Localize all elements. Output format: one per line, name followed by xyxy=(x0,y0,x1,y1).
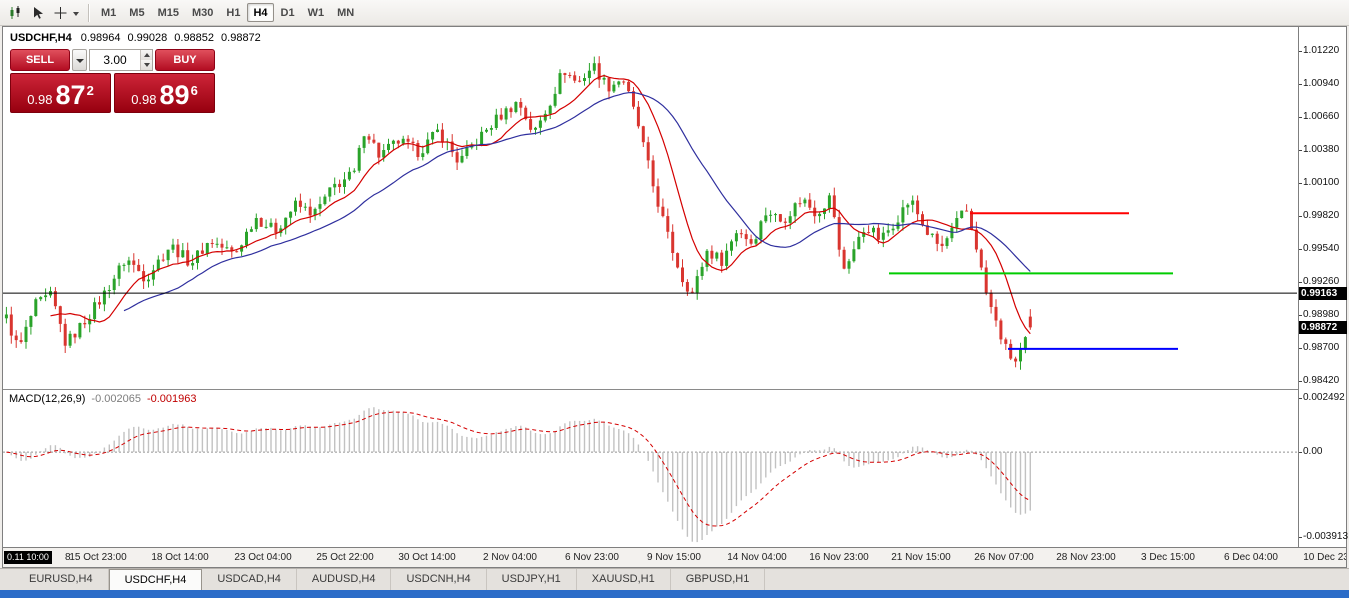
chart-tab-usdcad[interactable]: USDCAD,H4 xyxy=(202,569,297,590)
price-scale[interactable]: 1.01220 1.00940 1.00660 1.00380 1.00100 0.998… xyxy=(1298,27,1349,547)
volume-increase-button[interactable] xyxy=(141,50,152,60)
chart-tab-usdchf[interactable]: USDCHF,H4 xyxy=(108,569,203,590)
chart-tab-xauusd[interactable]: XAUUSD,H1 xyxy=(577,569,671,590)
sell-price-display[interactable]: 0.98 87 2 xyxy=(10,73,111,113)
price-tick-label: 0.99540 xyxy=(1298,243,1340,254)
timeframe-button-m5[interactable]: M5 xyxy=(129,7,145,19)
sell-price-prefix: 0.98 xyxy=(27,91,53,107)
time-axis-label: 21 Nov 15:00 xyxy=(891,552,951,563)
chart-symbol-label: USDCHF,H4 xyxy=(10,32,72,44)
chart-tab-audusd[interactable]: AUDUSD,H4 xyxy=(297,569,392,590)
crosshair-icon[interactable] xyxy=(49,3,71,23)
buy-price-display[interactable]: 0.98 89 6 xyxy=(114,73,215,113)
time-axis-label: 10 Dec 23:00 xyxy=(1303,552,1346,563)
time-axis-label: 16 Nov 23:00 xyxy=(809,552,869,563)
time-axis-label: 2 Nov 04:00 xyxy=(483,552,537,563)
ohlc-low: 0.98852 xyxy=(174,32,215,44)
arrow-cursor-icon[interactable] xyxy=(27,3,49,23)
macd-value: -0.002065 xyxy=(91,393,141,405)
ohlc-open: 0.98964 xyxy=(80,32,121,44)
timeframe-button-m15[interactable]: M15 xyxy=(157,7,179,19)
volume-stepper xyxy=(140,50,152,70)
bottom-strip xyxy=(0,590,1349,598)
macd-indicator-name: MACD(12,26,9) xyxy=(9,393,86,405)
chart-title: USDCHF,H4 0.98964 0.99028 0.98852 0.98872 xyxy=(10,32,268,44)
chart-origin-box: 0.11 10:00 xyxy=(4,551,52,564)
timeframe-button-h1[interactable]: H1 xyxy=(226,7,241,19)
time-axis-label: 23 Oct 04:00 xyxy=(234,552,292,563)
price-tick-label: 0.99820 xyxy=(1298,210,1340,221)
price-tick-label: 0.98420 xyxy=(1298,375,1340,386)
time-axis-label: 6 Dec 04:00 xyxy=(1224,552,1278,563)
crosshair-icon-svg xyxy=(54,6,66,19)
timeframe-button-group: M1 M5 M15 M30 H1 H4 D1 W1 MN xyxy=(95,3,361,22)
volume-field[interactable]: 3.00 xyxy=(89,49,153,71)
price-tick-label: 0.98980 xyxy=(1298,309,1340,320)
chart-tab-eurusd[interactable]: EURUSD,H4 xyxy=(14,569,109,590)
price-tick-label: 0.98700 xyxy=(1298,342,1340,353)
buy-price-big: 89 xyxy=(159,80,190,111)
bid-price-box: 0.98872 xyxy=(1299,321,1347,334)
time-axis-label: 28 Nov 23:00 xyxy=(1056,552,1116,563)
macd-tick-label: -0.003913 xyxy=(1298,531,1349,542)
price-tick-label: 1.00660 xyxy=(1298,111,1340,122)
macd-label: MACD(12,26,9) -0.002065 -0.001963 xyxy=(9,393,197,405)
candlestick-chart-icon[interactable] xyxy=(5,3,27,23)
arrow-cursor-icon-svg xyxy=(33,6,43,19)
price-tick-label: 1.00380 xyxy=(1298,144,1340,155)
time-axis-label: 14 Nov 04:00 xyxy=(727,552,787,563)
buy-price-prefix: 0.98 xyxy=(131,91,157,107)
sell-button[interactable]: SELL xyxy=(10,49,70,71)
time-axis-label: 3 Dec 15:00 xyxy=(1141,552,1195,563)
ohlc-close: 0.98872 xyxy=(221,32,261,44)
toolbar-separator xyxy=(88,3,89,22)
timeframe-button-d1[interactable]: D1 xyxy=(280,7,295,19)
chart-area: USDCHF,H4 0.98964 0.99028 0.98852 0.98872 SE… xyxy=(2,26,1349,568)
time-axis-label: 30 Oct 14:00 xyxy=(398,552,456,563)
sell-price-pipette: 2 xyxy=(86,83,94,98)
time-axis-label: 6 Nov 23:00 xyxy=(565,552,619,563)
timeframe-button-h4[interactable]: H4 xyxy=(247,3,274,22)
time-axis-label: 18 Oct 14:00 xyxy=(151,552,209,563)
price-tick-label: 1.01220 xyxy=(1298,45,1340,56)
macd-canvas[interactable] xyxy=(3,390,1297,547)
buy-button[interactable]: BUY xyxy=(155,49,215,71)
timeframe-button-m1[interactable]: M1 xyxy=(101,7,117,19)
toolbar: M1 M5 M15 M30 H1 H4 D1 W1 MN xyxy=(0,0,1349,26)
chart-tabs-bar: EURUSD,H4 USDCHF,H4 USDCAD,H4 AUDUSD,H4 USDC… xyxy=(0,568,1349,590)
panel-splitter[interactable] xyxy=(3,389,1346,390)
price-tick-label: 1.00940 xyxy=(1298,78,1340,89)
time-axis-label: 26 Nov 07:00 xyxy=(974,552,1034,563)
hline-price-box: 0.99163 xyxy=(1299,287,1347,300)
cursor-dropdown-caret-icon[interactable] xyxy=(71,3,82,23)
time-axis-label: 25 Oct 22:00 xyxy=(316,552,374,563)
trade-controls-row: SELL 3.00 BUY xyxy=(10,49,215,71)
price-tick-label: 1.00100 xyxy=(1298,177,1340,188)
macd-signal-value: -0.001963 xyxy=(146,393,197,405)
trade-prices-row: 0.98 87 2 0.98 89 6 xyxy=(10,73,215,113)
time-axis-label: 15 Oct 23:00 xyxy=(69,552,127,563)
timeframe-button-w1[interactable]: W1 xyxy=(307,7,325,19)
chart-tab-usdcnh[interactable]: USDCNH,H4 xyxy=(391,569,487,590)
volume-value[interactable]: 3.00 xyxy=(103,53,127,67)
candlestick-chart-icon-svg xyxy=(10,5,20,19)
timeframe-button-m30[interactable]: M30 xyxy=(191,7,214,19)
volume-decrease-button[interactable] xyxy=(141,60,152,70)
ohlc-high: 0.99028 xyxy=(127,32,168,44)
macd-tick-label: 0.00 xyxy=(1298,446,1323,457)
one-click-trading-panel: SELL 3.00 BUY 0.98 87 2 0.98 89 6 xyxy=(10,49,215,113)
time-axis[interactable]: 0.11 10:00 8 15 Oct 23:00 18 Oct 14:00 23 … xyxy=(3,547,1346,567)
price-tick-label: 0.99260 xyxy=(1298,276,1340,287)
chart-origin-suffix: 8 xyxy=(65,552,71,563)
macd-tick-label: 0.002492 xyxy=(1299,392,1345,403)
chart-tab-usdjpy[interactable]: USDJPY,H1 xyxy=(487,569,577,590)
order-options-caret-icon[interactable] xyxy=(72,49,87,71)
timeframe-button-mn[interactable]: MN xyxy=(337,7,355,19)
buy-price-pipette: 6 xyxy=(190,83,198,98)
price-chart-canvas[interactable] xyxy=(3,27,1297,389)
sell-price-big: 87 xyxy=(55,80,86,111)
chart-tab-gbpusd[interactable]: GBPUSD,H1 xyxy=(671,569,766,590)
time-axis-label: 9 Nov 15:00 xyxy=(647,552,701,563)
